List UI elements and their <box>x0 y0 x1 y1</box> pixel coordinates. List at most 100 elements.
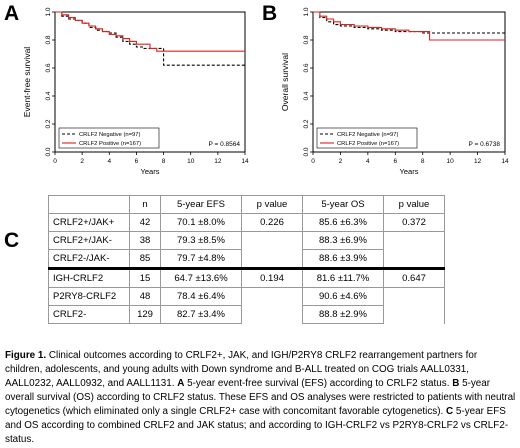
plot-frame <box>312 11 506 153</box>
table-cell: IGH-CRLF2 <box>48 267 130 288</box>
table-cell: CRLF2-/JAK- <box>48 249 130 269</box>
table-row: P2RY8-CRLF2 48 78.4 ±6.4% 90.6 ±4.6% <box>48 287 445 306</box>
table-cell <box>241 305 303 324</box>
table-cell: P2RY8-CRLF2 <box>48 287 130 306</box>
table-row: CRLF2- 129 82.7 ±3.4% 88.8 ±2.9% <box>48 305 445 324</box>
survival-plots: 0 2 4 6 8 10 12 14 0.0 0.2 0.4 0.6 0.8 1.0 Years Event-… <box>22 7 509 176</box>
table-header-cell: 5-year OS <box>302 195 384 214</box>
panel-label-c: C <box>4 229 20 252</box>
x-tick-label: 6 <box>393 158 397 165</box>
y-tick-label: 0.4 <box>303 91 310 100</box>
x-tick-label: 6 <box>135 158 139 165</box>
table-cell: 85.6 ±6.3% <box>302 213 384 232</box>
table-cell <box>241 287 303 306</box>
y-tick-label: 0.8 <box>303 35 310 44</box>
caption-b-letter: B <box>452 378 460 389</box>
table-cell: CRLF2- <box>48 305 130 324</box>
figure-caption: Figure 1. Clinical outcomes according to… <box>5 349 517 447</box>
table-cell: 48 <box>129 287 161 306</box>
table-header-cell: n <box>129 195 161 214</box>
table-header-cell: p value <box>241 195 303 214</box>
x-tick-label: 0 <box>311 158 315 165</box>
y-tick-label: 0.0 <box>303 147 310 156</box>
y-axis-label: Event-free survival <box>22 47 32 117</box>
y-tick-label: 0.2 <box>303 119 310 128</box>
survival-curve <box>55 11 245 52</box>
table-cell: 64.7 ±13.6% <box>160 267 242 288</box>
y-tick-label: 0.0 <box>45 147 52 156</box>
table-row: IGH-CRLF2 15 64.7 ±13.6% 0.194 81.6 ±11.… <box>48 267 445 288</box>
x-tick-label: 10 <box>447 158 455 165</box>
x-tick-label: 14 <box>241 158 249 165</box>
panel-label-a: A <box>4 2 20 25</box>
caption-c-letter: C <box>446 406 454 417</box>
table-cell <box>383 231 445 250</box>
caption-b-text: 5-year overall survival (OS) according t… <box>5 378 516 417</box>
table-cell: 0.226 <box>241 213 303 232</box>
table-cell: 78.4 ±6.4% <box>160 287 242 306</box>
x-axis-label: Years <box>400 167 419 176</box>
table-cell: 88.8 ±2.9% <box>302 305 384 324</box>
table-cell: 0.194 <box>241 267 303 288</box>
caption-a-letter: A <box>177 378 185 389</box>
y-axis-label: Overall survival <box>280 53 290 111</box>
x-tick-label: 2 <box>339 158 343 165</box>
x-tick-label: 12 <box>474 158 482 165</box>
table-cell <box>241 249 303 269</box>
caption-body: Clinical outcomes according to CRLF2+, J… <box>5 350 478 389</box>
x-tick-label: 8 <box>162 158 166 165</box>
table-row: CRLF2+/JAK- 38 79.3 ±8.5% 88.3 ±6.9% <box>48 231 445 250</box>
x-tick-label: 4 <box>366 158 370 165</box>
survival-curve <box>313 11 505 41</box>
caption-lead: Figure 1. <box>5 350 47 361</box>
panel-label-b: B <box>262 2 278 25</box>
survival-curve <box>313 11 505 34</box>
table-header-cell: p value <box>383 195 445 214</box>
table-row: CRLF2+/JAK+ 42 70.1 ±8.0% 0.226 85.6 ±6.… <box>48 213 445 232</box>
table-header-row: n 5-year EFS p value 5-year OS p value <box>48 195 445 214</box>
table-cell: 88.6 ±3.9% <box>302 249 384 269</box>
legend-label: CRLF2 Positive (n=167) <box>337 141 399 147</box>
table-cell <box>383 287 445 306</box>
y-tick-label: 0.2 <box>45 119 52 128</box>
legend-label: CRLF2 Negative (n=97) <box>79 132 140 138</box>
table-cell: 42 <box>129 213 161 232</box>
table-cell: 0.372 <box>383 213 445 232</box>
x-tick-label: 0 <box>53 158 57 165</box>
x-tick-label: 10 <box>187 158 195 165</box>
y-tick-label: 1.0 <box>45 7 52 16</box>
table-cell: 85 <box>129 249 161 269</box>
table-cell: CRLF2+/JAK- <box>48 231 130 250</box>
plot-frame <box>54 11 246 153</box>
y-tick-label: 0.6 <box>303 63 310 72</box>
table-cell: 0.647 <box>383 267 445 288</box>
table-cell: 88.3 ±6.9% <box>302 231 384 250</box>
legend-label: CRLF2 Negative (n=97) <box>337 132 398 138</box>
table-cell <box>241 231 303 250</box>
table-cell: 15 <box>129 267 161 288</box>
table-cell: 70.1 ±8.0% <box>160 213 242 232</box>
table-cell: 90.6 ±4.6% <box>302 287 384 306</box>
legend-box <box>316 127 418 149</box>
x-tick-label: 4 <box>107 158 111 165</box>
caption-c-text: 5-year EFS and OS according to combined … <box>5 406 509 445</box>
caption-a-text: 5-year event-free survival (EFS) accordi… <box>184 378 453 389</box>
legend-box <box>58 127 160 149</box>
survival-curve <box>55 11 245 66</box>
y-tick-label: 0.4 <box>45 91 52 100</box>
x-axis-label: Years <box>141 167 160 176</box>
x-tick-label: 14 <box>501 158 509 165</box>
y-tick-label: 1.0 <box>303 7 310 16</box>
table-cell: 82.7 ±3.4% <box>160 305 242 324</box>
legend-label: CRLF2 Positive (n=167) <box>79 141 141 147</box>
table-row: CRLF2-/JAK- 85 79.7 ±4.8% 88.6 ±3.9% <box>48 249 445 269</box>
table-cell: 81.6 ±11.7% <box>302 267 384 288</box>
y-tick-label: 0.6 <box>45 63 52 72</box>
table-cell: CRLF2+/JAK+ <box>48 213 130 232</box>
x-tick-label: 2 <box>80 158 84 165</box>
table-header-cell <box>48 195 130 214</box>
x-tick-label: 8 <box>421 158 425 165</box>
p-value-label: P = 0.6738 <box>468 141 500 148</box>
table-cell: 79.3 ±8.5% <box>160 231 242 250</box>
table-cell <box>383 305 445 324</box>
